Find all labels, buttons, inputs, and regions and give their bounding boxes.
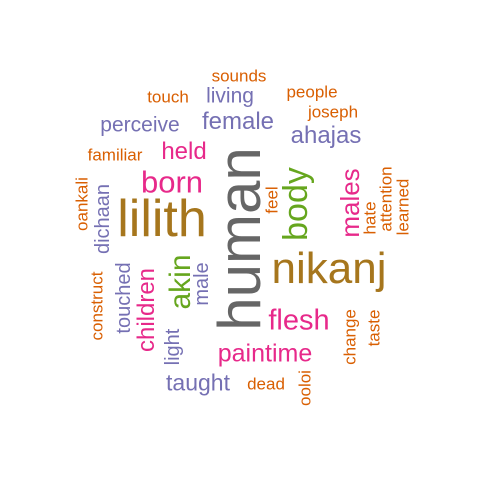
word-oankali: oankali bbox=[72, 177, 92, 231]
word-attention: attention bbox=[376, 166, 396, 232]
word-female: female bbox=[201, 108, 275, 135]
word-hate: hate bbox=[360, 201, 380, 235]
word-touched: touched bbox=[113, 262, 135, 334]
word-taught: taught bbox=[166, 369, 230, 396]
word-dichaan: dichaan bbox=[92, 183, 114, 255]
word-change: change bbox=[340, 309, 360, 365]
word-flesh: flesh bbox=[268, 304, 330, 337]
word-touch: touch bbox=[147, 87, 189, 107]
word-familiar: familiar bbox=[87, 145, 143, 165]
word-light: light bbox=[162, 328, 184, 366]
word-taste: taste bbox=[364, 309, 384, 347]
word-born: born bbox=[140, 164, 204, 200]
word-learned: learned bbox=[393, 178, 413, 236]
word-living: living bbox=[206, 84, 254, 108]
word-sounds: sounds bbox=[211, 66, 267, 86]
word-perceive: perceive bbox=[100, 113, 180, 137]
word-human: human bbox=[206, 147, 273, 331]
word-lilith: lilith bbox=[117, 190, 207, 248]
word-construct: construct bbox=[87, 271, 107, 341]
word-males: males bbox=[335, 168, 365, 238]
word-paintime: paintime bbox=[217, 339, 313, 368]
word-body: body bbox=[277, 167, 315, 241]
word-children: children bbox=[133, 267, 160, 353]
word-people: people bbox=[286, 82, 338, 102]
word-nikanj: nikanj bbox=[271, 244, 387, 293]
word-male: male bbox=[191, 262, 213, 306]
word-dead: dead bbox=[247, 374, 285, 394]
word-joseph: joseph bbox=[307, 102, 359, 122]
word-ooloi: ooloi bbox=[295, 370, 315, 406]
word-ahajas: ahajas bbox=[290, 122, 362, 149]
word-feel: feel bbox=[262, 186, 282, 214]
word-held: held bbox=[161, 138, 207, 165]
